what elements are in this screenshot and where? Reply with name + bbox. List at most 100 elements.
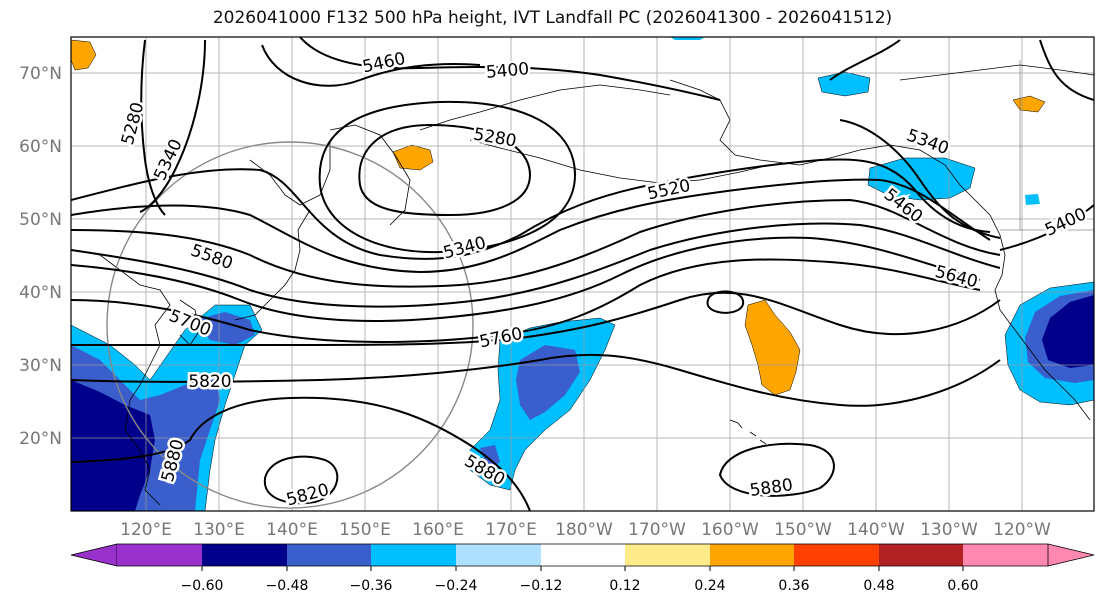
contour-arctic-east: [1039, 39, 1094, 101]
coast-siberia: [419, 84, 671, 131]
lat-label: 50°N: [19, 210, 62, 230]
colorbar-segment: [371, 544, 456, 566]
colorbar-segment: [879, 544, 963, 566]
lon-label: 170°W: [628, 520, 686, 540]
lon-label: 120°E: [120, 520, 172, 540]
coast-japan: [234, 209, 311, 321]
lon-label: 180°W: [555, 520, 613, 540]
contour-5460-north: [261, 44, 481, 87]
lat-label: 40°N: [19, 283, 62, 303]
colorbar-segment: [541, 544, 625, 566]
ivt-region-okhotsk-orange: [392, 144, 434, 171]
contour-label: 5400: [485, 59, 530, 83]
colorbar-segment: [287, 544, 371, 566]
colorbar: −0.60 −0.48 −0.36 −0.24 −0.12 0.12 0.24 …: [70, 543, 1095, 594]
colorbar-segment: [963, 544, 1048, 566]
contour-5760: [71, 291, 1001, 346]
map-frame: [70, 36, 1095, 512]
coast-korea: [179, 299, 201, 346]
ivt-region-gulf-alaska: [867, 157, 976, 201]
contour-5880: [71, 396, 531, 511]
lon-label: 140°W: [847, 520, 905, 540]
colorbar-tick-label: 0.12: [609, 578, 640, 594]
ivt-region-arctic-orange: [71, 39, 97, 71]
coast-north-america: [994, 234, 1091, 421]
contour-5280-east: [829, 39, 901, 81]
coast-kamchatka: [329, 124, 411, 226]
lon-label: 150°E: [339, 520, 391, 540]
contour-small-high: [706, 290, 745, 314]
contour-low-inner: [358, 123, 532, 217]
contour-label: 5820: [188, 372, 231, 392]
lon-label: 130°E: [193, 520, 245, 540]
contour-5460-east: [839, 119, 1001, 239]
contour-5640: [71, 258, 981, 343]
ivt-shading: [71, 37, 1094, 511]
colorbar-segment: [794, 544, 879, 566]
landfall-circle: [106, 141, 474, 509]
lon-label: 160°E: [412, 520, 464, 540]
colorbar-segment: [202, 544, 287, 566]
lat-label: 30°N: [19, 356, 62, 376]
colorbar-tick-label: −0.48: [266, 578, 309, 594]
colorbar-tick-label: −0.12: [520, 578, 563, 594]
ivt-region-bering: [817, 71, 871, 97]
contour-5400-east: [999, 204, 1094, 251]
ivt-region-central-pacific-mid: [516, 345, 580, 420]
coast-asia: [71, 249, 171, 506]
colorbar-extend-low: [70, 543, 118, 567]
colorbar-tick-label: −0.60: [181, 578, 224, 594]
colorbar-tick-label: 0.24: [694, 578, 725, 594]
coast-canada-north: [899, 64, 1094, 81]
colorbar-tick-label: 0.60: [947, 578, 978, 594]
lon-label: 140°E: [266, 520, 318, 540]
contour-5820-closed-south: [263, 455, 339, 505]
lon-label: 120°W: [993, 520, 1051, 540]
coast-aleutians: [469, 139, 771, 184]
height-contours: [71, 37, 1094, 511]
contour-5340-mid: [71, 158, 991, 260]
latitude-labels: 70°N 60°N 50°N 40°N 30°N 20°N: [19, 64, 62, 449]
ivt-region-california-dark: [1042, 295, 1094, 368]
contour-mid-4: [71, 222, 1001, 308]
ivt-region-japan-mid: [195, 312, 255, 345]
colorbar-ticks: [201, 566, 964, 571]
longitude-labels: 120°E 130°E 140°E 150°E 160°E 170°E 180°…: [120, 520, 1051, 540]
map-background: [71, 37, 1094, 511]
colorbar-tick-labels: −0.60 −0.48 −0.36 −0.24 −0.12 0.12 0.24 …: [181, 578, 979, 594]
colorbar-segment: [625, 544, 710, 566]
contour-5400-north: [299, 37, 721, 101]
lat-label: 70°N: [19, 64, 62, 84]
colorbar-segment: [117, 544, 202, 566]
coastlines: [71, 60, 1094, 506]
contour-5820: [71, 353, 1001, 407]
lat-label: 20°N: [19, 429, 62, 449]
colorbar-segment: [710, 544, 794, 566]
ivt-region-west-pacific-dark: [71, 380, 155, 511]
map-title: 2026041000 F132 500 hPa height, IVT Land…: [212, 8, 893, 28]
ivt-region-small-canada: [1025, 194, 1040, 205]
colorbar-tick-label: 0.48: [863, 578, 894, 594]
contour-5580: [71, 236, 981, 322]
colorbar-segment: [456, 544, 541, 566]
contour-5880-east-closed: [718, 442, 835, 497]
lon-label: 170°E: [485, 520, 537, 540]
colorbar-tick-label: −0.36: [350, 578, 393, 594]
lon-label: 150°W: [774, 520, 832, 540]
lon-label: 160°W: [701, 520, 759, 540]
border-us-canada: [1000, 60, 1094, 231]
contour-mid-2: [71, 178, 991, 274]
ivt-region-hawaii-orange: [744, 299, 801, 396]
coast-okhotsk: [249, 140, 331, 206]
lon-label: 130°W: [920, 520, 978, 540]
coast-hawaii: [729, 419, 767, 445]
contour-mid-3: [71, 198, 1001, 288]
colorbar-extend-high: [1047, 543, 1095, 567]
coast-alaska: [669, 79, 1001, 236]
ivt-region-top-sliver: [670, 37, 705, 40]
contour-low-outer: [318, 100, 577, 254]
colorbar-tick-label: 0.36: [778, 578, 809, 594]
ivt-region-canada-orange: [1012, 95, 1046, 113]
colorbar-tick-label: −0.24: [435, 578, 478, 594]
